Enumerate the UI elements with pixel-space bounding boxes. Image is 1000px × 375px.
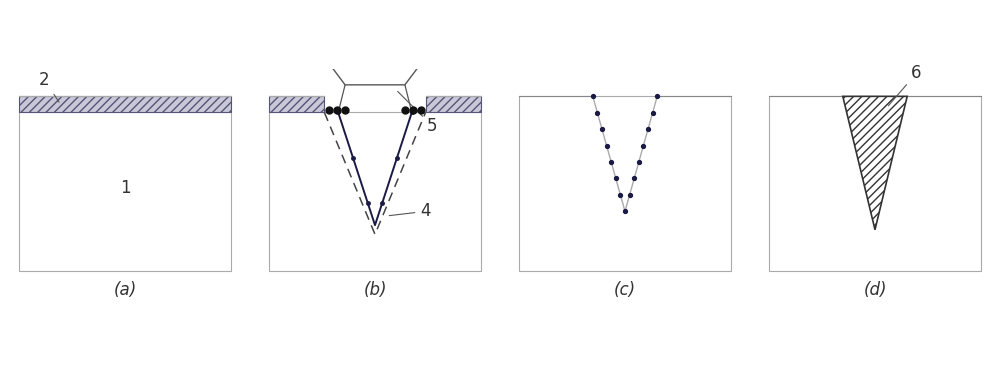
Bar bbox=[269, 96, 324, 112]
Text: 1: 1 bbox=[120, 179, 130, 197]
Text: (b): (b) bbox=[363, 280, 387, 298]
Bar bbox=[769, 96, 981, 271]
Text: 4: 4 bbox=[389, 202, 431, 220]
Text: 2: 2 bbox=[39, 71, 59, 102]
Text: (d): (d) bbox=[863, 280, 887, 298]
Text: (c): (c) bbox=[614, 280, 636, 298]
Polygon shape bbox=[324, 57, 426, 85]
Text: 6: 6 bbox=[888, 64, 922, 106]
Bar bbox=[19, 96, 231, 112]
Polygon shape bbox=[843, 96, 907, 230]
Text: (a): (a) bbox=[113, 280, 137, 298]
Text: 3: 3 bbox=[0, 374, 1, 375]
Text: 5: 5 bbox=[398, 92, 438, 135]
Bar bbox=[19, 112, 231, 271]
Bar bbox=[269, 112, 481, 271]
Bar bbox=[426, 96, 481, 112]
Bar bbox=[519, 96, 731, 271]
